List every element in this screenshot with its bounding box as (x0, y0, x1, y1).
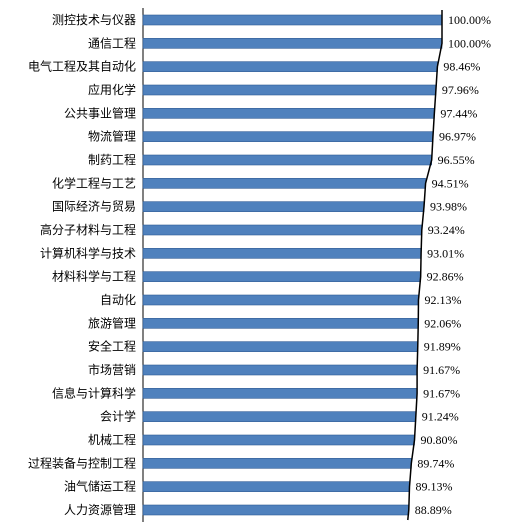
bar-14 (142, 318, 419, 329)
category-labels-group: 测控技术与仪器通信工程电气工程及其自动化应用化学公共事业管理物流管理制药工程化学… (28, 13, 136, 517)
value-label-16: 91.67% (423, 363, 460, 377)
value-label-20: 89.74% (417, 456, 454, 470)
bar-9 (142, 201, 425, 212)
category-label-3: 电气工程及其自动化 (28, 59, 136, 74)
bar-10 (142, 224, 423, 236)
category-label-1: 测控技术与仪器 (52, 13, 136, 27)
category-label-2: 通信工程 (88, 35, 136, 50)
value-label-15: 91.89% (424, 340, 461, 354)
value-label-8: 94.51% (432, 176, 469, 190)
value-labels-group: 100.00% 100.00% 98.46% 97.96% 97.44% 96.97% 96… (415, 13, 491, 517)
bar-6 (142, 131, 434, 142)
value-label-6: 96.97% (439, 130, 476, 144)
category-label-6: 物流管理 (88, 129, 136, 144)
value-label-18: 91.24% (422, 410, 459, 424)
value-label-1: 100.00% (448, 13, 491, 27)
category-label-22: 人力资源管理 (64, 502, 136, 517)
value-label-22: 88.89% (415, 503, 452, 517)
category-label-12: 材料科学与工程 (52, 269, 136, 284)
category-label-10: 高分子材料与工程 (40, 222, 136, 237)
bar-15 (142, 341, 419, 352)
value-label-14: 92.06% (424, 316, 461, 330)
value-label-4: 97.96% (442, 83, 479, 97)
bar-21 (142, 481, 410, 492)
bar-4 (142, 84, 437, 96)
value-label-17: 91.67% (423, 386, 460, 400)
category-label-4: 应用化学 (88, 82, 136, 97)
category-label-19: 机械工程 (88, 432, 136, 447)
bar-12 (142, 271, 421, 282)
value-label-21: 89.13% (415, 480, 452, 494)
category-label-11: 计算机科学与技术 (40, 245, 136, 260)
bar-5 (142, 108, 435, 119)
bar-3 (142, 61, 438, 72)
category-label-16: 市场营销 (88, 362, 136, 377)
category-label-20: 过程装备与控制工程 (28, 455, 136, 470)
value-label-5: 97.44% (440, 106, 477, 120)
bar-11 (142, 248, 422, 259)
value-label-10: 93.24% (428, 223, 465, 237)
bar-2 (142, 38, 443, 49)
category-label-9: 国际经济与贸易 (52, 199, 136, 214)
category-label-17: 信息与计算科学 (52, 385, 136, 400)
category-label-21: 油气储运工程 (64, 479, 136, 494)
trend-line (407, 10, 443, 521)
value-label-13: 92.13% (424, 293, 461, 307)
category-label-13: 自动化 (100, 293, 136, 307)
bar-8 (142, 178, 426, 189)
bar-1 (142, 14, 443, 26)
bar-17 (142, 388, 418, 399)
bar-22 (142, 504, 410, 516)
bar-20 (142, 458, 412, 469)
bars-group (142, 14, 443, 516)
value-label-2: 100.00% (448, 36, 491, 50)
category-label-7: 制药工程 (88, 152, 136, 167)
category-label-18: 会计学 (100, 409, 136, 424)
category-label-5: 公共事业管理 (64, 105, 136, 120)
value-label-7: 96.55% (438, 153, 475, 167)
bar-13 (142, 294, 419, 306)
category-label-15: 安全工程 (88, 339, 136, 354)
value-label-9: 93.98% (430, 200, 467, 214)
bar-16 (142, 364, 418, 376)
value-label-3: 98.46% (443, 60, 480, 74)
bar-7 (142, 154, 432, 166)
category-label-14: 旅游管理 (88, 315, 136, 330)
value-label-11: 93.01% (427, 246, 464, 260)
value-label-12: 92.86% (427, 270, 464, 284)
value-label-19: 90.80% (420, 433, 457, 447)
bar-19 (142, 434, 415, 446)
bar-18 (142, 411, 417, 422)
category-label-8: 化学工程与工艺 (52, 175, 136, 190)
